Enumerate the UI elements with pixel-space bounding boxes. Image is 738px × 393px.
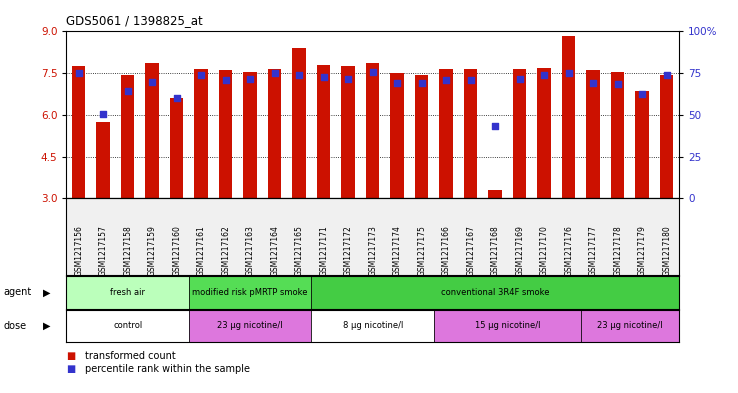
Point bbox=[489, 123, 501, 129]
Bar bbox=[581, 310, 679, 342]
Point bbox=[73, 70, 85, 76]
Text: GDS5061 / 1398825_at: GDS5061 / 1398825_at bbox=[66, 14, 203, 27]
Bar bbox=[537, 68, 551, 198]
Text: ■: ■ bbox=[66, 364, 76, 375]
Point bbox=[441, 77, 452, 83]
Bar bbox=[194, 69, 208, 198]
Bar bbox=[292, 48, 306, 198]
Point bbox=[612, 81, 624, 88]
Point bbox=[415, 80, 427, 86]
Point bbox=[293, 72, 305, 78]
Bar bbox=[464, 69, 477, 198]
Bar bbox=[415, 75, 429, 198]
Bar bbox=[72, 66, 86, 198]
Bar bbox=[145, 63, 159, 198]
Point bbox=[587, 80, 599, 86]
Text: transformed count: transformed count bbox=[85, 351, 176, 361]
Text: dose: dose bbox=[4, 321, 27, 331]
Bar bbox=[268, 69, 281, 198]
Text: ■: ■ bbox=[66, 351, 76, 361]
Bar bbox=[635, 91, 649, 198]
Bar bbox=[66, 276, 189, 309]
Point bbox=[391, 80, 403, 86]
Point bbox=[269, 70, 280, 76]
Point bbox=[465, 77, 477, 83]
Bar bbox=[170, 98, 184, 198]
Point bbox=[342, 75, 354, 82]
Text: percentile rank within the sample: percentile rank within the sample bbox=[85, 364, 250, 375]
Point bbox=[367, 69, 379, 75]
Bar bbox=[342, 66, 355, 198]
Bar bbox=[317, 65, 331, 198]
Bar bbox=[562, 36, 576, 198]
Text: conventional 3R4F smoke: conventional 3R4F smoke bbox=[441, 288, 550, 297]
Point bbox=[170, 95, 182, 101]
Point bbox=[563, 70, 575, 76]
Bar bbox=[489, 190, 502, 198]
Point bbox=[244, 75, 256, 82]
Point bbox=[514, 75, 525, 82]
Point bbox=[318, 74, 330, 81]
Text: 23 µg nicotine/l: 23 µg nicotine/l bbox=[597, 321, 663, 330]
Bar bbox=[244, 72, 257, 198]
Text: fresh air: fresh air bbox=[110, 288, 145, 297]
Point bbox=[122, 88, 134, 94]
Bar bbox=[97, 122, 110, 198]
Bar bbox=[611, 72, 624, 198]
Bar bbox=[121, 75, 134, 198]
Text: agent: agent bbox=[4, 287, 32, 298]
Text: modified risk pMRTP smoke: modified risk pMRTP smoke bbox=[193, 288, 308, 297]
Bar bbox=[434, 310, 581, 342]
Bar bbox=[587, 70, 600, 198]
Point bbox=[538, 72, 550, 78]
Point bbox=[220, 77, 232, 83]
Text: control: control bbox=[113, 321, 142, 330]
Text: ▶: ▶ bbox=[43, 321, 50, 331]
Text: 23 µg nicotine/l: 23 µg nicotine/l bbox=[218, 321, 283, 330]
Bar bbox=[311, 276, 679, 309]
Bar bbox=[439, 69, 453, 198]
Bar bbox=[189, 310, 311, 342]
Text: ▶: ▶ bbox=[43, 287, 50, 298]
Bar bbox=[219, 70, 232, 198]
Bar bbox=[513, 69, 526, 198]
Point bbox=[146, 78, 158, 84]
Text: 8 µg nicotine/l: 8 µg nicotine/l bbox=[342, 321, 403, 330]
Point bbox=[636, 91, 648, 97]
Bar bbox=[189, 276, 311, 309]
Bar bbox=[311, 310, 434, 342]
Text: 15 µg nicotine/l: 15 µg nicotine/l bbox=[475, 321, 540, 330]
Bar bbox=[366, 63, 379, 198]
Bar bbox=[390, 73, 404, 198]
Point bbox=[97, 110, 109, 117]
Bar bbox=[66, 310, 189, 342]
Bar bbox=[660, 75, 674, 198]
Point bbox=[661, 72, 672, 78]
Point bbox=[196, 72, 207, 78]
